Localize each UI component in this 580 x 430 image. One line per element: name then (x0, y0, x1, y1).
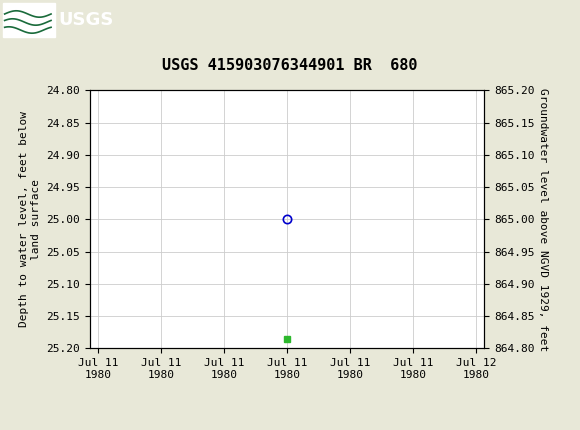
Bar (3, 3, 55, 37)
Y-axis label: Depth to water level, feet below
land surface: Depth to water level, feet below land su… (19, 111, 41, 327)
Text: USGS: USGS (58, 11, 113, 29)
Y-axis label: Groundwater level above NGVD 1929, feet: Groundwater level above NGVD 1929, feet (538, 88, 549, 351)
Legend: Period of approved data: Period of approved data (185, 426, 389, 430)
Text: USGS 415903076344901 BR  680: USGS 415903076344901 BR 680 (162, 58, 418, 73)
